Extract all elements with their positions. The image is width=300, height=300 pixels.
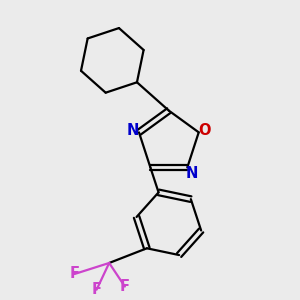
Text: F: F [92, 282, 102, 297]
Text: F: F [120, 279, 130, 294]
Text: O: O [198, 123, 211, 138]
Text: F: F [70, 266, 80, 281]
Text: N: N [185, 166, 198, 181]
Text: N: N [126, 123, 139, 138]
